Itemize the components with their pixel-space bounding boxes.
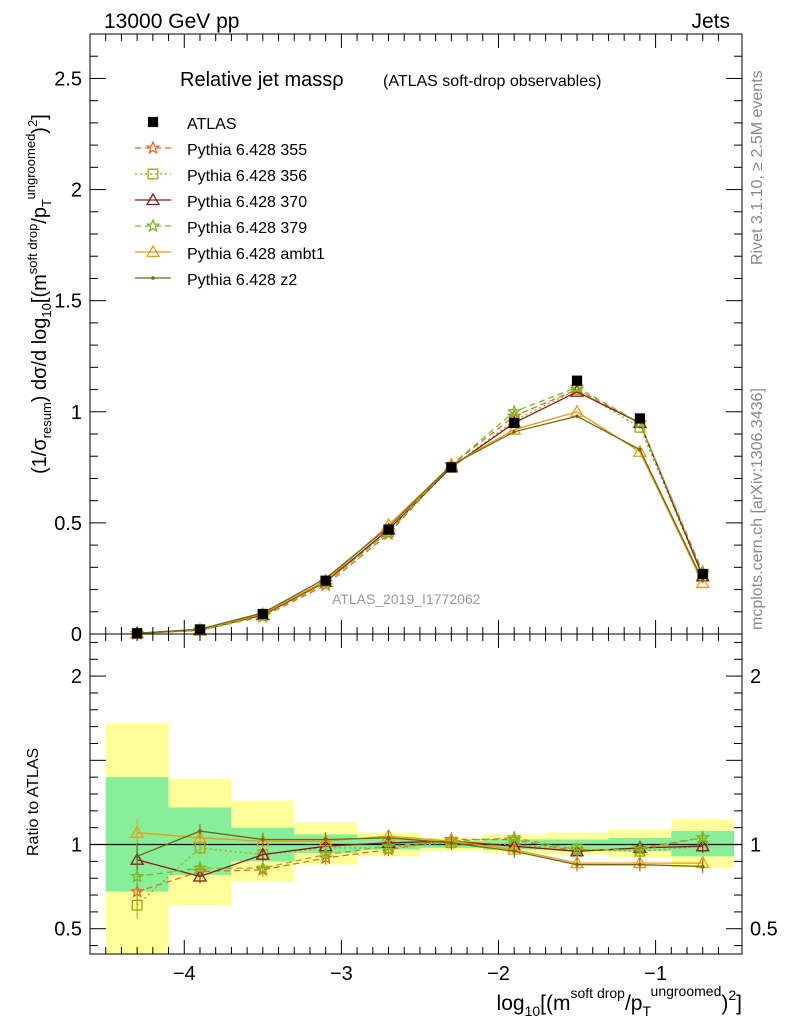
series-point-5 (638, 447, 642, 452)
series-point-3 (506, 403, 522, 419)
x-tick-label: −4 (173, 963, 196, 985)
legend-marker-3 (145, 218, 161, 233)
ratio-point-3 (506, 829, 522, 845)
ratio-point-5 (261, 837, 265, 842)
series-line-3 (137, 386, 704, 635)
ratio-point-3 (255, 860, 271, 875)
legend-label-2: Pythia 6.428 370 (187, 194, 307, 211)
ratio-point-3 (129, 868, 145, 883)
series-line-5 (137, 415, 704, 634)
data-point (634, 413, 645, 424)
mcplots-label: mcplots.cern.ch [arXiv:1306.3436] (749, 388, 766, 630)
series-point-4 (507, 422, 522, 435)
x-tick-label: −1 (644, 963, 667, 985)
ratio-point-5 (575, 862, 579, 867)
header-right: Jets (691, 10, 730, 33)
series-point-5 (575, 414, 579, 419)
ratio-point-5 (449, 841, 454, 845)
data-point (257, 608, 268, 620)
chart-subtitle: (ATLAS soft-drop observables) (383, 73, 601, 90)
ratio-point-3 (695, 829, 711, 845)
data-point (383, 524, 394, 535)
watermark: ATLAS_2019_I1772062 (332, 591, 481, 607)
ratio-plot (90, 723, 742, 954)
ratio-tick-label: 1 (71, 835, 82, 857)
ratio-point-5 (700, 864, 705, 869)
header-left: 13000 GeV pp (104, 10, 239, 33)
ratio-point-5 (512, 849, 516, 854)
ratio-point-5 (323, 837, 328, 842)
series-line-4 (137, 411, 704, 634)
ratio-point-5 (638, 862, 642, 867)
ratio-point-3 (381, 838, 396, 853)
legend-marker-1 (147, 168, 159, 180)
legend-marker-0 (145, 140, 161, 155)
legend-label-4: Pythia 6.428 ambt1 (187, 246, 325, 263)
ratio-axis-label: Ratio to ATLAS (25, 748, 42, 856)
ratio-point-5 (198, 829, 202, 833)
ratio-tick-label: 0.5 (750, 919, 778, 941)
y-tick-label: 0.5 (54, 513, 82, 535)
ratio-point-4 (192, 830, 208, 843)
legend-label-1: Pythia 6.428 356 (187, 168, 307, 185)
series-point-4 (695, 575, 710, 589)
chart-title: Relative jet massρ (180, 69, 344, 91)
ratio-line-3 (137, 837, 703, 878)
ratio-point-2 (695, 838, 710, 852)
legend-label-data: ATLAS (187, 116, 237, 133)
data-point (320, 575, 331, 586)
ratio-point-5 (386, 835, 391, 840)
series-point-5 (700, 578, 705, 583)
ratio-tick-label: 0.5 (54, 919, 82, 941)
legend-label-5: Pythia 6.428 z2 (187, 272, 297, 289)
ratio-point-1 (131, 899, 143, 911)
ratio-point-3 (318, 846, 334, 861)
ratio-point-3 (192, 860, 208, 875)
y-tick-label: 0 (71, 624, 82, 646)
data-point (697, 568, 708, 580)
y-tick-label: 2 (71, 180, 82, 202)
legend-label-0: Pythia 6.428 355 (187, 142, 307, 159)
ratio-line-1 (136, 842, 703, 906)
legend-label-3: Pythia 6.428 379 (187, 220, 307, 237)
legend-marker-5 (151, 276, 155, 280)
y-tick-label: 1 (71, 402, 82, 424)
x-tick-label: −2 (487, 963, 510, 985)
ratio-point-5 (135, 854, 139, 859)
y-tick-label: 1.5 (54, 291, 82, 313)
ratio-point-2 (255, 847, 270, 860)
y-axis-label: (1/σresum) dσ/d log10[(msoft drop/pTungr… (23, 114, 54, 474)
ratio-point-4 (130, 825, 145, 838)
data-point (571, 375, 583, 386)
ratio-tick-label: 2 (750, 666, 761, 688)
ratio-point-3 (569, 841, 585, 856)
series-point-4 (632, 444, 647, 457)
legend: ATLAS Pythia 6.428 355 Pythia 6.428 356 Pyt… (135, 116, 325, 289)
rivet-label: Rivet 3.1.10, ≥ 2.5M events (749, 70, 766, 265)
ratio-tick-label: 1 (750, 835, 761, 857)
ratio-tick-label: 2 (71, 666, 82, 688)
ratio-point-3 (632, 841, 648, 856)
x-tick-label: −3 (330, 963, 353, 985)
y-tick-label: 2.5 (54, 68, 82, 90)
x-axis-label: log10[(msoft drop/pTungroomed)2] (497, 983, 742, 1019)
data-point (509, 417, 520, 428)
ratio-line-5 (136, 830, 703, 868)
data-point (446, 462, 457, 473)
legend-marker-data (147, 116, 159, 128)
legend-marker-2 (145, 192, 161, 206)
ratio-line-4 (137, 832, 703, 864)
legend-marker-4 (145, 244, 161, 258)
series-point-5 (512, 429, 516, 434)
ratio-point-2 (192, 869, 208, 882)
